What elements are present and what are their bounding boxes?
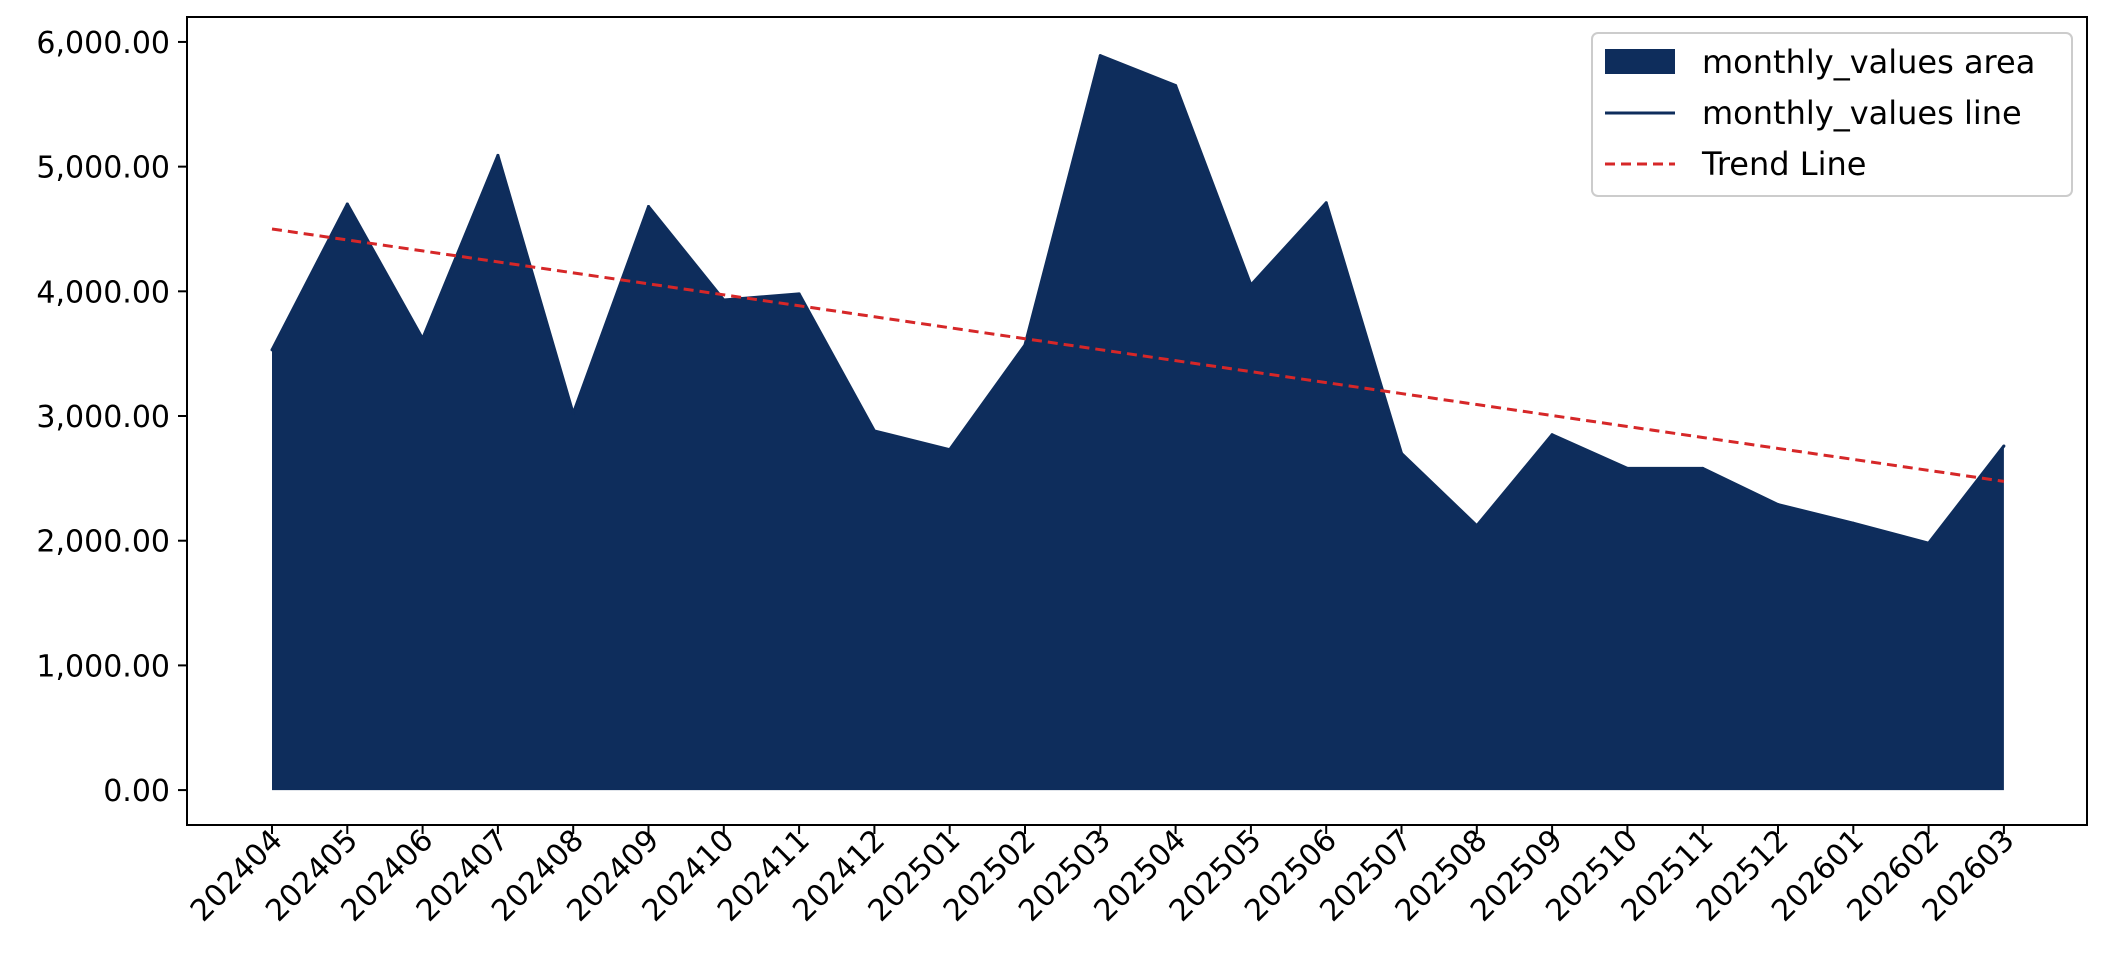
data-point-202404 bbox=[270, 348, 274, 352]
data-point-202412 bbox=[872, 429, 876, 433]
data-point-202505 bbox=[1249, 283, 1253, 287]
data-point-202510 bbox=[1625, 466, 1629, 470]
data-point-202603 bbox=[2002, 444, 2006, 448]
data-point-202602 bbox=[1927, 541, 1931, 545]
legend-label-line: monthly_values line bbox=[1702, 94, 2022, 132]
legend-label-area: monthly_values area bbox=[1702, 43, 2035, 81]
data-point-202406 bbox=[421, 337, 425, 341]
data-point-202407 bbox=[496, 153, 500, 157]
data-point-202502 bbox=[1023, 343, 1027, 347]
series-trend-line bbox=[271, 227, 2005, 483]
data-point-202506 bbox=[1324, 201, 1328, 205]
y-tick-label: 5,000.00 bbox=[36, 151, 170, 186]
legend-label-trend: Trend Line bbox=[1701, 145, 1866, 183]
series-line-monthly-values bbox=[270, 54, 2006, 545]
plot-area bbox=[270, 54, 2006, 791]
data-point-202601 bbox=[1851, 521, 1855, 525]
data-point-202511 bbox=[1701, 466, 1705, 470]
data-point-202507 bbox=[1400, 451, 1403, 455]
y-tick-label: 1,000.00 bbox=[36, 649, 170, 684]
legend-box bbox=[1591, 32, 2073, 197]
data-point-202410 bbox=[722, 298, 726, 302]
series-area-monthly-values bbox=[272, 55, 2004, 791]
plot-frame bbox=[186, 16, 2088, 826]
data-point-202411 bbox=[797, 292, 801, 296]
data-point-202409 bbox=[647, 205, 650, 209]
data-point-202508 bbox=[1475, 524, 1479, 528]
y-tick-label: 2,000.00 bbox=[36, 525, 170, 560]
y-tick-label: 4,000.00 bbox=[36, 275, 170, 310]
data-point-202408 bbox=[571, 412, 575, 416]
data-point-202512 bbox=[1776, 503, 1780, 507]
y-tick-label: 3,000.00 bbox=[36, 400, 170, 435]
legend: monthly_values area monthly_values line … bbox=[1591, 32, 2073, 197]
y-tick-label: 0.00 bbox=[103, 774, 170, 809]
data-point-202405 bbox=[345, 202, 349, 206]
y-tick-label: 6,000.00 bbox=[36, 26, 170, 61]
legend-area-swatch bbox=[1605, 49, 1675, 74]
data-point-202504 bbox=[1174, 84, 1178, 88]
data-point-202509 bbox=[1550, 433, 1554, 437]
data-point-202503 bbox=[1098, 54, 1102, 58]
data-point-202501 bbox=[948, 448, 952, 452]
